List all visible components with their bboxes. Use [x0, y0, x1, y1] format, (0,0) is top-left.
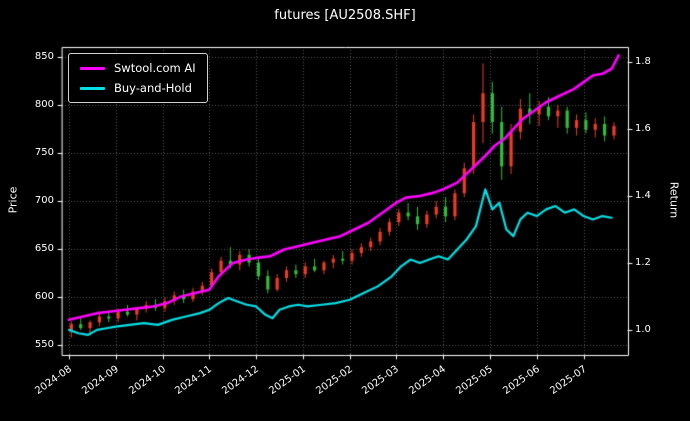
- return-tick-label: 1.8: [635, 56, 651, 68]
- price-tick-label: 600: [34, 291, 54, 303]
- chart-title: futures [AU2508.SHF]: [274, 8, 416, 23]
- legend: Swtool.com AI Buy-and-Hold: [68, 53, 208, 103]
- legend-item: Buy-and-Hold: [80, 81, 196, 95]
- return-tick-label: 1.0: [635, 323, 651, 335]
- return-tick-label: 1.4: [635, 189, 651, 201]
- legend-label-bh: Buy-and-Hold: [114, 81, 192, 95]
- price-tick-label: 750: [34, 146, 54, 158]
- ai-line-swatch-icon: [80, 66, 105, 70]
- legend-item: Swtool.com AI: [80, 61, 196, 75]
- legend-label-ai: Swtool.com AI: [114, 61, 196, 75]
- price-tick-label: 800: [34, 98, 54, 110]
- price-tick-label: 650: [34, 243, 54, 255]
- price-tick-label: 700: [34, 195, 54, 206]
- price-tick-label: 850: [34, 50, 54, 62]
- return-tick-label: 1.2: [635, 256, 651, 268]
- price-tick-label: 550: [34, 339, 54, 351]
- bh-line-swatch-icon: [80, 86, 105, 90]
- right-axis-label: Return: [667, 181, 681, 219]
- return-tick-label: 1.6: [635, 123, 651, 135]
